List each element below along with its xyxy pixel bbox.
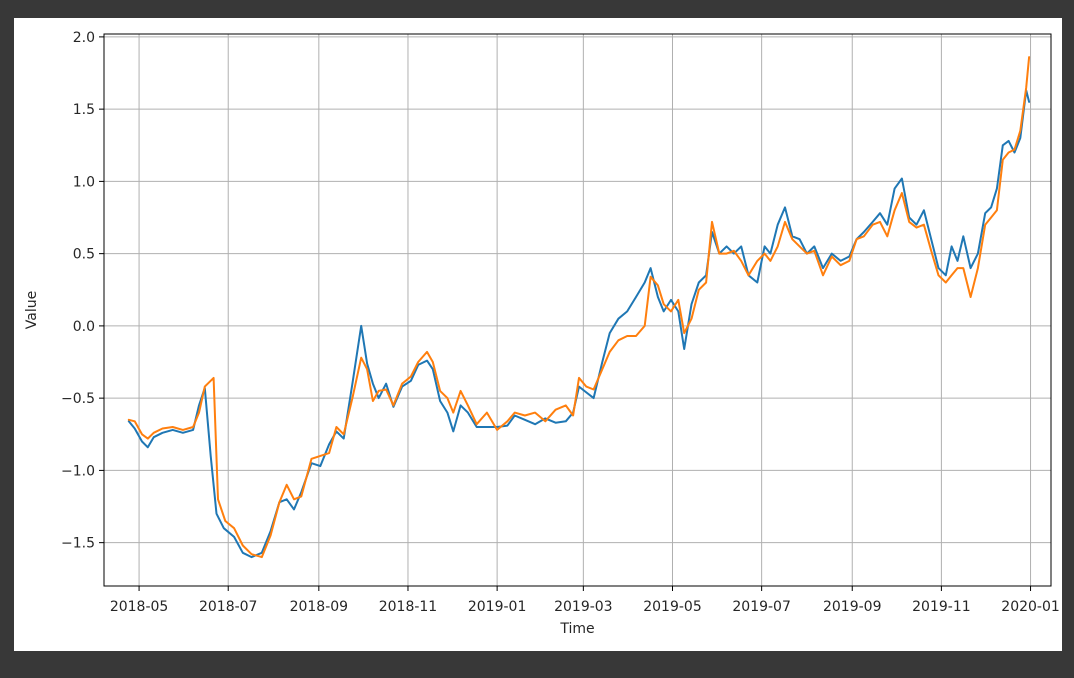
x-tick-label: 2019-01 (468, 599, 527, 615)
y-tick-label: 2.0 (73, 30, 95, 46)
x-tick-label: 2019-09 (823, 599, 882, 615)
line-chart: 2018-05 2018-07 2018-09 2018-11 2019-01 2019-… (24, 30, 1060, 637)
y-tick-label: −1.5 (61, 536, 95, 552)
x-tick-label: 2018-11 (379, 599, 438, 615)
series-line-1 (127, 89, 1031, 559)
y-tick-label: −1.0 (61, 463, 95, 479)
y-tick-label: 1.0 (73, 174, 95, 190)
x-tick-label: 2020-01 (1001, 599, 1060, 615)
series-lines (127, 56, 1031, 559)
x-axis-ticks: 2018-05 2018-07 2018-09 2018-11 2019-01 2019-… (110, 586, 1060, 615)
y-axis-ticks: −1.5 −1.0 −0.5 0.0 0.5 1.0 1.5 2.0 (61, 30, 104, 552)
grid-lines (104, 34, 1051, 586)
y-tick-label: 1.5 (73, 102, 95, 118)
x-axis-label: Time (559, 621, 594, 637)
y-axis-label: Value (24, 291, 40, 329)
series-line-2 (127, 56, 1031, 559)
figure-canvas: 2018-05 2018-07 2018-09 2018-11 2019-01 2019-… (14, 18, 1062, 651)
y-tick-label: 0.5 (73, 247, 95, 263)
x-tick-label: 2018-05 (110, 599, 169, 615)
y-tick-label: −0.5 (61, 391, 95, 407)
x-tick-label: 2019-11 (912, 599, 971, 615)
y-tick-label: 0.0 (73, 319, 95, 335)
plot-area-border (103, 33, 1052, 587)
x-tick-label: 2018-07 (199, 599, 258, 615)
x-tick-label: 2019-03 (554, 599, 613, 615)
x-tick-label: 2019-05 (643, 599, 702, 615)
x-tick-label: 2019-07 (732, 599, 791, 615)
x-tick-label: 2018-09 (290, 599, 349, 615)
